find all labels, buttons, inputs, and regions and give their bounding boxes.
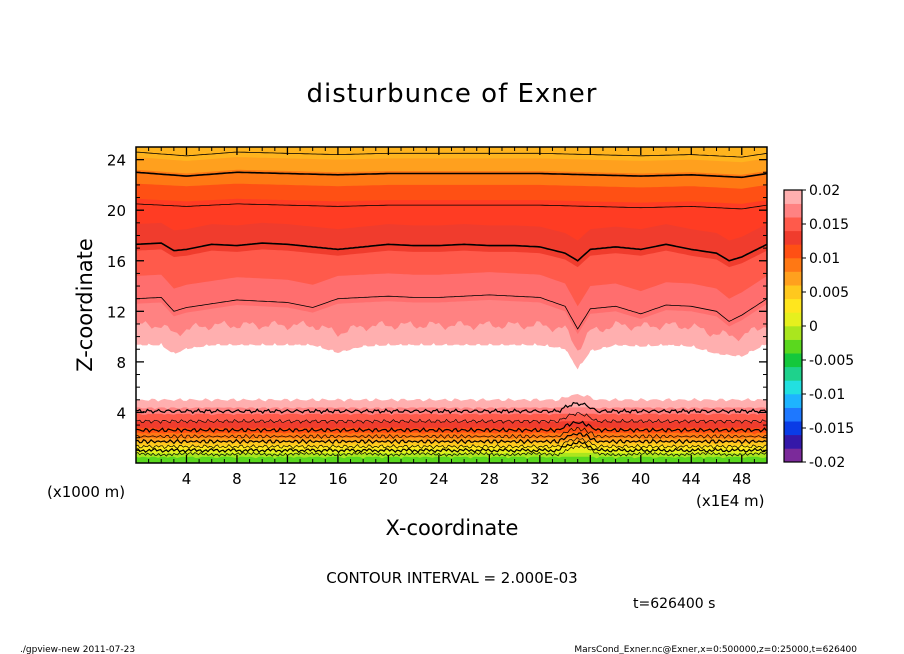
colorbar-swatch <box>784 217 802 232</box>
colorbar-swatch <box>784 258 802 272</box>
colorbar-swatch <box>784 407 802 422</box>
y-tick-label: 8 <box>116 354 126 372</box>
y-axis: 4 8 12 16 20 24 <box>107 152 767 451</box>
colorbar-tick-label: 0.02 <box>809 183 840 199</box>
contour-line-upper-2 <box>136 171 767 179</box>
footer-right: MarsCond_Exner.nc@Exner,x=0:500000,z=0:2… <box>574 645 857 654</box>
x-axis-unit: (x1E4 m) <box>696 492 765 510</box>
colorbar-swatch <box>784 230 802 245</box>
chart-title: disturbunce of Exner <box>307 79 598 109</box>
x-axis: 4 8 12 16 20 24 28 32 36 40 44 48 <box>148 147 755 488</box>
y-tick-label: 24 <box>107 152 126 170</box>
colorbar-swatch <box>784 190 802 204</box>
contour-line-upper-4 <box>136 242 767 262</box>
colorbar-tick-label: 0.01 <box>809 251 840 267</box>
colorbar-swatch <box>784 366 802 381</box>
x-axis-label: X-coordinate <box>386 516 519 540</box>
contour-line-lower-7 <box>136 440 767 454</box>
colorbar-swatch <box>784 394 802 408</box>
colorbar-swatch <box>784 285 802 300</box>
band-white <box>136 343 767 401</box>
contour-line-upper-3 <box>136 203 767 210</box>
contour-line-lower-3 <box>136 420 767 434</box>
colorbar-swatch <box>784 421 802 436</box>
y-tick-label: 16 <box>107 253 126 271</box>
colorbar: 0.02 0.015 0.01 0.005 0 -0.005 -0.01 -0.015 -0.0… <box>783 183 854 471</box>
y-tick-label: 12 <box>107 303 126 321</box>
colorbar-swatch <box>784 326 802 340</box>
colorbar-tick-label: -0.015 <box>809 421 854 437</box>
contour-line-lower-5 <box>136 432 767 445</box>
x-tick-label: 48 <box>732 470 751 488</box>
colorbar-tick-label: -0.005 <box>809 353 854 369</box>
x-tick-label: 32 <box>530 470 549 488</box>
x-tick-label: 16 <box>328 470 347 488</box>
contour-line-lower-4 <box>136 426 767 440</box>
footer-left: ./gpview-new 2011-07-23 <box>20 645 135 654</box>
colorbar-swatch <box>784 312 802 327</box>
contour-line-lower-6 <box>136 437 767 450</box>
x-tick-label: 44 <box>682 470 701 488</box>
contour-line-upper-1 <box>136 151 767 158</box>
y-tick-label: 20 <box>107 202 126 220</box>
contour-lines <box>136 151 767 457</box>
colorbar-swatch <box>784 244 802 259</box>
y-axis-unit: (x1000 m) <box>47 483 125 501</box>
contour-line-upper-5 <box>136 294 767 330</box>
contour-line-lower-8 <box>136 444 767 457</box>
x-tick-label: 8 <box>232 470 242 488</box>
x-tick-label: 36 <box>581 470 600 488</box>
colorbar-tick-label: 0.005 <box>809 285 849 301</box>
colorbar-tick-label: 0 <box>809 319 818 335</box>
colorbar-tick-label: -0.02 <box>809 455 845 471</box>
x-tick-label: 28 <box>480 470 499 488</box>
colorbar-swatch <box>784 271 802 286</box>
contour-line-lower-1 <box>136 401 767 415</box>
colorbar-swatch <box>784 434 802 449</box>
y-tick-label: 4 <box>116 404 126 422</box>
contour-interval-text: CONTOUR INTERVAL = 2.000E-03 <box>326 569 577 587</box>
x-tick-label: 12 <box>278 470 297 488</box>
time-text: t=626400 s <box>633 596 715 612</box>
colorbar-tick-label: 0.015 <box>809 217 849 233</box>
colorbar-swatch <box>784 353 802 368</box>
contour-line-lower-2 <box>136 412 767 424</box>
y-axis-label: Z-coordinate <box>73 238 97 372</box>
colorbar-swatch <box>784 380 802 395</box>
x-tick-label: 40 <box>631 470 650 488</box>
x-tick-label: 24 <box>429 470 448 488</box>
x-tick-label: 20 <box>379 470 398 488</box>
colorbar-swatch <box>784 203 802 218</box>
band-upper-10 <box>136 147 767 163</box>
colorbar-swatch <box>784 448 802 463</box>
colorbar-swatch <box>784 298 802 313</box>
colorbar-tick-label: -0.01 <box>809 387 845 403</box>
x-tick-label: 4 <box>182 470 192 488</box>
colorbar-swatch <box>784 339 802 354</box>
